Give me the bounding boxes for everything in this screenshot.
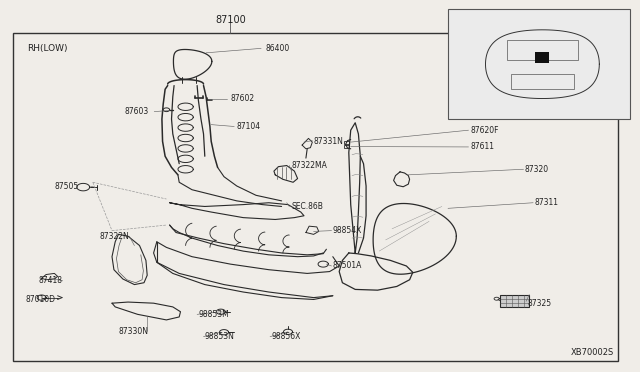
- Text: 87325: 87325: [528, 299, 552, 308]
- Text: 98854X: 98854X: [333, 226, 362, 235]
- Text: 87602: 87602: [230, 94, 255, 103]
- Text: 98853N: 98853N: [205, 332, 235, 341]
- Bar: [535, 52, 549, 64]
- Text: 87010D: 87010D: [26, 295, 56, 304]
- Bar: [344, 141, 349, 144]
- Text: 98853M: 98853M: [198, 310, 229, 319]
- Bar: [511, 74, 573, 89]
- Text: SEC.86B: SEC.86B: [291, 202, 323, 211]
- Text: 87603: 87603: [125, 107, 149, 116]
- Text: 98856X: 98856X: [272, 332, 301, 341]
- Text: 87330N: 87330N: [118, 327, 148, 336]
- Text: 87505: 87505: [54, 182, 79, 190]
- Bar: [500, 295, 529, 307]
- Bar: [448, 9, 630, 119]
- Text: 87104: 87104: [237, 122, 261, 131]
- Text: RH(LOW): RH(LOW): [27, 44, 67, 53]
- Text: 87311: 87311: [534, 198, 558, 207]
- Bar: [13, 33, 618, 361]
- Text: 87418: 87418: [38, 276, 63, 285]
- Text: 87322MA: 87322MA: [291, 161, 327, 170]
- Bar: [507, 41, 578, 60]
- Text: XB70002S: XB70002S: [571, 348, 614, 357]
- Text: 87320: 87320: [525, 165, 549, 174]
- Text: 87620F: 87620F: [470, 126, 499, 135]
- Text: 87322N: 87322N: [99, 232, 129, 241]
- Text: 86400: 86400: [266, 44, 290, 53]
- Text: 87611: 87611: [470, 142, 494, 151]
- Text: 87501A: 87501A: [333, 262, 362, 270]
- Bar: [344, 145, 349, 148]
- Text: 87331N: 87331N: [314, 137, 344, 146]
- Text: 87100: 87100: [215, 16, 246, 25]
